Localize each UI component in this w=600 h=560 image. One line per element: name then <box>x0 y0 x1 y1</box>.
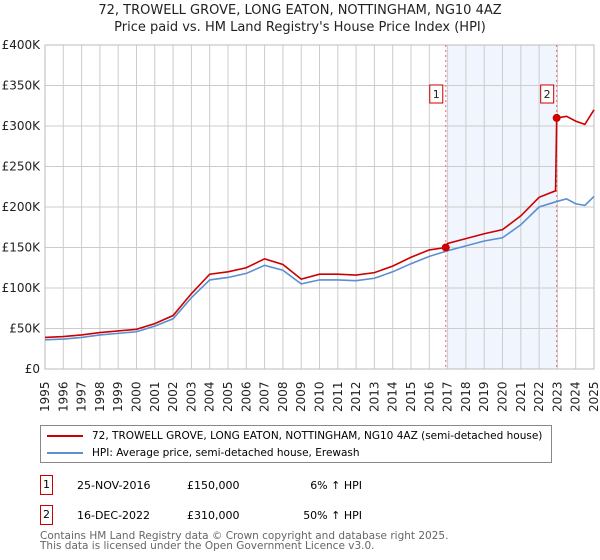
x-tick-label: 2005 <box>221 381 235 412</box>
y-tick-label: £200K <box>2 200 42 214</box>
x-tick-label: 2012 <box>349 381 363 412</box>
sale-point <box>552 113 561 122</box>
x-tick-label: 2011 <box>331 381 345 412</box>
x-tick-label: 2013 <box>367 381 381 412</box>
legend-label-hpi: HPI: Average price, semi-detached house,… <box>92 447 360 459</box>
x-tick-label: 2002 <box>166 381 180 412</box>
plot-border <box>44 44 595 370</box>
x-tick-label: 2001 <box>148 381 162 412</box>
x-tick-label: 2020 <box>496 381 510 412</box>
x-tick-label: 2019 <box>477 381 491 412</box>
sale-price: £310,000 <box>187 508 240 522</box>
x-tick-label: 2000 <box>130 381 144 412</box>
x-tick-label: 1998 <box>93 381 107 412</box>
property-price-line <box>44 109 595 339</box>
plot-area: £0 £50K £100K £150K £200K £250K £300K £350K £400… <box>2 38 600 412</box>
x-tick-label: 2022 <box>532 381 546 412</box>
x-tick-label: 1997 <box>75 381 89 412</box>
x-tick-label: 2025 <box>587 381 600 412</box>
sale-row: 2 16-DEC-2022 £310,000 50% ↑ HPI <box>40 505 362 525</box>
sale-label: 1 <box>433 88 440 101</box>
x-tick-label: 2024 <box>569 381 583 412</box>
footer-copyright: Contains HM Land Registry data © Crown c… <box>40 530 449 542</box>
y-tick-label: £400K <box>2 38 42 52</box>
x-tick-label: 2014 <box>386 381 400 412</box>
legend-swatch-property <box>47 435 83 437</box>
x-tick-label: 2009 <box>294 381 308 412</box>
y-tick-label: £50K <box>9 322 41 336</box>
x-tick-label: 2004 <box>203 381 217 412</box>
x-tick-label: 2006 <box>239 381 253 412</box>
x-tick-label: 1999 <box>111 381 125 412</box>
x-tick-label: 2015 <box>404 381 418 412</box>
x-tick-label: 2010 <box>313 381 327 412</box>
sale-hpi: 50% ↑ HPI <box>303 508 362 522</box>
y-tick-label: £0 <box>25 362 40 376</box>
sale-date: 16-DEC-2022 <box>77 508 151 522</box>
sale-hpi: 6% ↑ HPI <box>310 478 362 492</box>
y-tick-label: £250K <box>2 160 42 174</box>
legend: 72, TROWELL GROVE, LONG EATON, NOTTINGHA… <box>40 425 552 463</box>
x-tick-label: 2023 <box>550 381 564 412</box>
sale-badge: 2 <box>40 505 53 525</box>
sale-date: 25-NOV-2016 <box>77 478 151 492</box>
sale-badge: 1 <box>40 475 53 495</box>
x-tick-label: 1996 <box>56 381 70 412</box>
x-tick-label: 2017 <box>441 381 455 412</box>
y-tick-label: £300K <box>2 119 42 133</box>
x-tick-label: 1995 <box>38 381 52 412</box>
footer: Contains HM Land Registry data © Crown c… <box>40 530 449 552</box>
legend-swatch-hpi <box>47 452 83 454</box>
sale-point <box>441 243 450 252</box>
x-tick-label: 2008 <box>276 381 290 412</box>
x-tick-label: 2021 <box>514 381 528 412</box>
x-tick-label: 2007 <box>258 381 272 412</box>
y-tick-label: £350K <box>2 79 42 93</box>
chart-title: 72, TROWELL GROVE, LONG EATON, NOTTINGHA… <box>98 3 502 18</box>
legend-label-property: 72, TROWELL GROVE, LONG EATON, NOTTINGHA… <box>92 430 543 442</box>
hpi-line <box>44 195 595 341</box>
y-tick-label: £100K <box>2 281 42 295</box>
x-tick-label: 2018 <box>459 381 473 412</box>
chart-subtitle: Price paid vs. HM Land Registry's House … <box>114 20 486 35</box>
sale-label-box <box>540 84 555 104</box>
footer-licence: This data is licensed under the Open Gov… <box>40 540 375 552</box>
x-tick-label: 2003 <box>184 381 198 412</box>
sale-row: 1 25-NOV-2016 £150,000 6% ↑ HPI <box>40 475 362 495</box>
y-tick-label: £150K <box>2 241 42 255</box>
x-tick-label: 2016 <box>422 381 436 412</box>
sale-label-box <box>429 84 444 104</box>
sale-price: £150,000 <box>187 478 240 492</box>
sale-label: 2 <box>544 88 551 101</box>
